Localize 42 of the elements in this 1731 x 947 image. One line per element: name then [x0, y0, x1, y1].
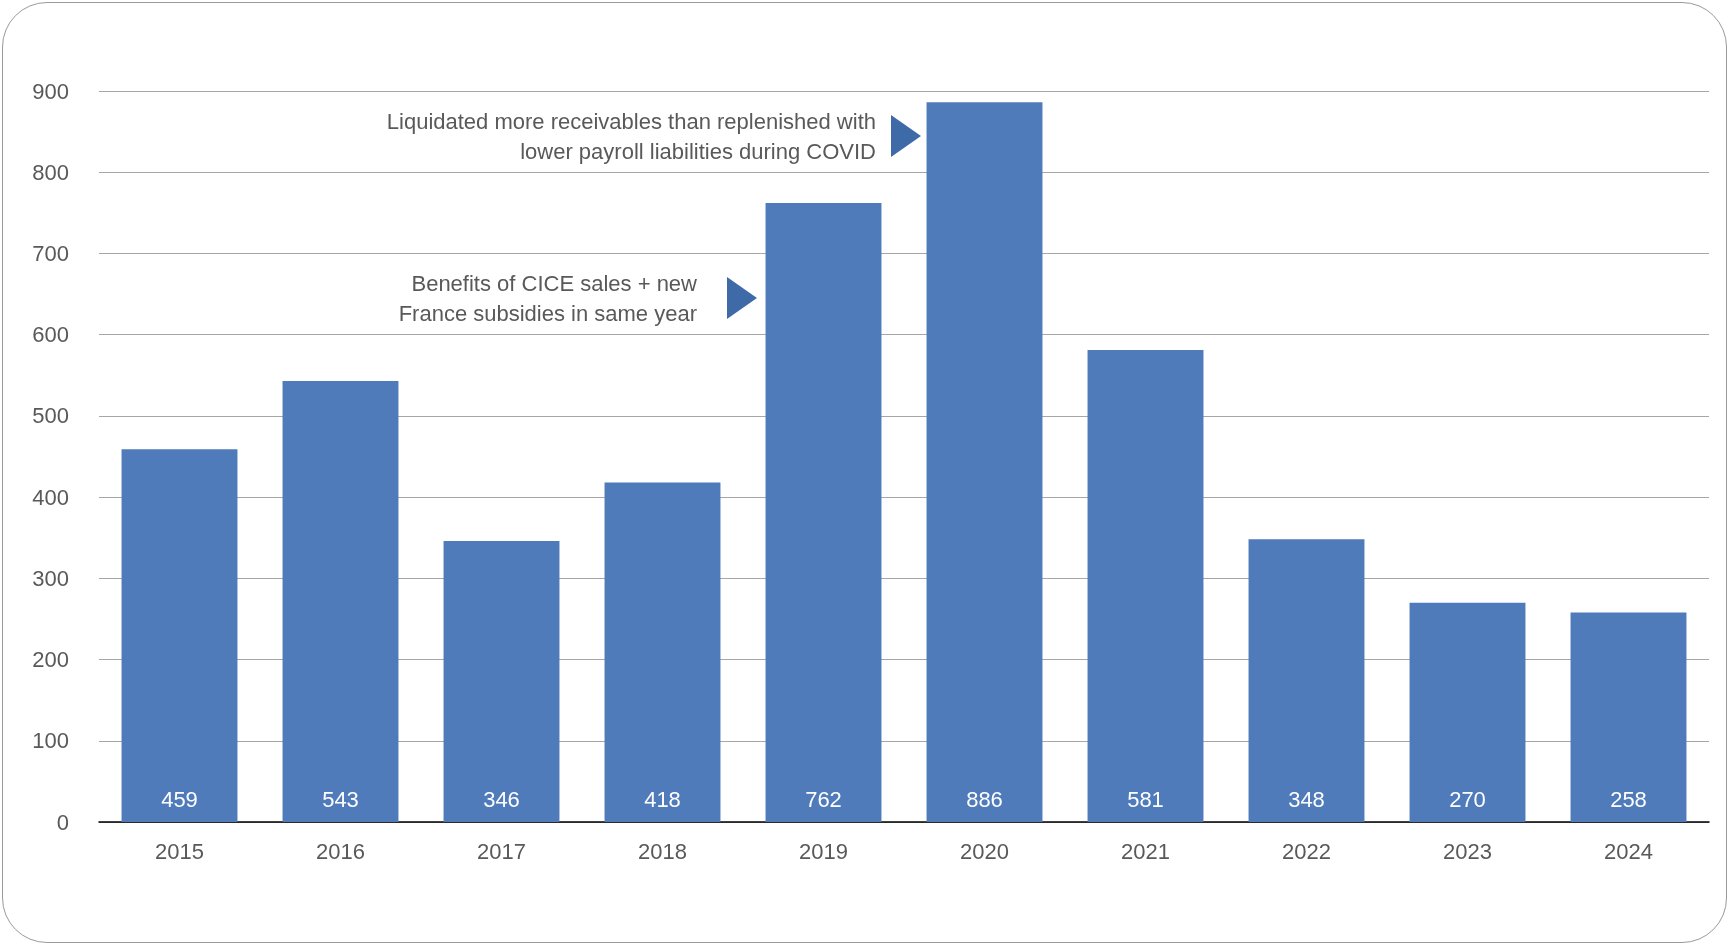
data-label: 270 [1449, 786, 1486, 812]
bar [765, 203, 882, 822]
x-tick-label: 2019 [799, 838, 848, 864]
bar [926, 102, 1043, 822]
bar [443, 540, 560, 822]
x-tick-label: 2022 [1282, 838, 1331, 864]
y-tick-label: 400 [32, 484, 69, 510]
data-label: 346 [483, 786, 520, 812]
y-tick-label: 100 [32, 728, 69, 754]
x-tick-label: 2020 [960, 838, 1009, 864]
data-label: 459 [161, 786, 198, 812]
y-tick-label: 500 [32, 403, 69, 429]
y-tick-label: 300 [32, 565, 69, 591]
data-label: 543 [322, 786, 359, 812]
x-tick-label: 2021 [1121, 838, 1170, 864]
annotation: Liquidated more receivables than replenished with lower payroll liabilities during COVID [386, 108, 876, 164]
bar [1248, 539, 1365, 822]
x-tick-label: 2023 [1443, 838, 1492, 864]
x-tick-label: 2018 [638, 838, 687, 864]
data-label: 762 [805, 786, 842, 812]
y-tick-label: 600 [32, 322, 69, 348]
x-tick-label: 2015 [155, 838, 204, 864]
bar [604, 482, 721, 822]
bar [121, 449, 238, 822]
x-tick-label: 2017 [477, 838, 526, 864]
annotation: Benefits of CICE sales + new France subsidies in same year [398, 270, 698, 326]
bar [1409, 602, 1526, 822]
data-label: 581 [1127, 786, 1164, 812]
x-tick-label: 2024 [1604, 838, 1653, 864]
x-tick-label: 2016 [316, 838, 365, 864]
y-tick-label: 700 [32, 240, 69, 266]
data-label: 886 [966, 786, 1003, 812]
bar [1087, 350, 1204, 822]
data-label: 348 [1288, 786, 1325, 812]
bar [282, 380, 399, 822]
data-label: 258 [1610, 786, 1647, 812]
y-tick-label: 200 [32, 647, 69, 673]
y-tick-label: 800 [32, 159, 69, 185]
data-label: 418 [644, 786, 681, 812]
y-tick-label: 900 [32, 78, 69, 104]
y-tick-label: 0 [56, 809, 69, 835]
bar [1570, 612, 1687, 822]
